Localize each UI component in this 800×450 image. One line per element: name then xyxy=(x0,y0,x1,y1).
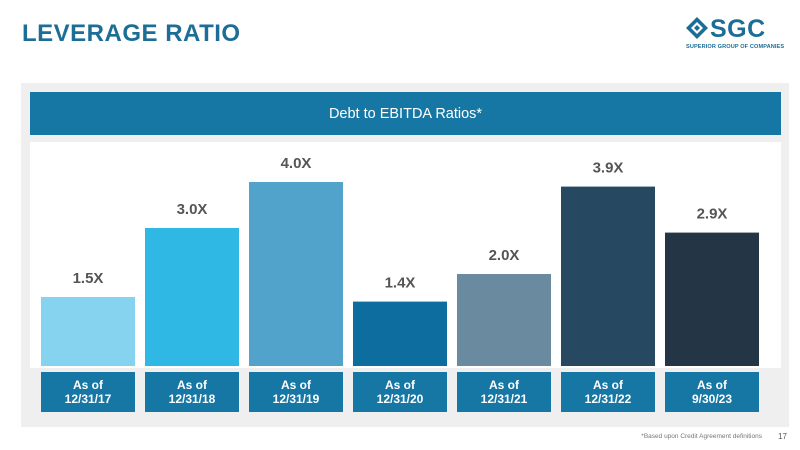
data-label-0: 1.5X xyxy=(73,270,104,287)
category-label-line-0: As of xyxy=(697,378,727,392)
category-label-2: As of 12/31/19 xyxy=(249,372,343,412)
category-label-0: As of 12/31/17 xyxy=(41,372,135,412)
data-label-3: 1.4X xyxy=(385,275,416,292)
data-label-6: 2.9X xyxy=(697,206,728,223)
page-number: 17 xyxy=(778,432,787,441)
plot-area: 1.5X 3.0X 4.0X 1.4X 2.0X 3.9X 2.9X xyxy=(30,142,781,368)
category-label-line-1: 12/31/20 xyxy=(376,392,424,406)
category-label-line-1: 12/31/17 xyxy=(64,392,112,406)
bar-2 xyxy=(249,182,343,366)
logo-tagline: SUPERIOR GROUP OF COMPANIES xyxy=(686,44,785,50)
category-label-1: As of 12/31/18 xyxy=(145,372,239,412)
category-label-line-0: As of xyxy=(177,378,207,392)
sgc-logo-icon xyxy=(686,17,708,39)
category-label-line-1: 12/31/18 xyxy=(168,392,216,406)
bar-6 xyxy=(665,232,759,366)
category-label-line-0: As of xyxy=(489,378,519,392)
category-label-line-1: 12/31/19 xyxy=(272,392,320,406)
data-label-4: 2.0X xyxy=(489,247,520,264)
data-label-5: 3.9X xyxy=(593,160,624,177)
sgc-logo: SGC SUPERIOR GROUP OF COMPANIES xyxy=(686,15,785,59)
bar-5 xyxy=(561,186,655,366)
category-label-6: As of 9/30/23 xyxy=(665,372,759,412)
category-label-4: As of 12/31/21 xyxy=(457,372,551,412)
footnote: *Based upon Credit Agreement definitions xyxy=(641,433,762,440)
category-label-line-0: As of xyxy=(593,378,623,392)
bar-0 xyxy=(41,297,135,366)
bar-4 xyxy=(457,274,551,366)
bar-1 xyxy=(145,228,239,366)
chart-title: Debt to EBITDA Ratios* xyxy=(30,92,781,135)
category-label-line-1: 9/30/23 xyxy=(691,392,733,406)
logo-name: SGC xyxy=(710,15,766,43)
category-label-line-1: 12/31/22 xyxy=(584,392,632,406)
data-label-1: 3.0X xyxy=(177,201,208,218)
bar-chart: 1.5X 3.0X 4.0X 1.4X 2.0X 3.9X 2.9X xyxy=(41,155,759,366)
bar-3 xyxy=(353,301,447,366)
data-label-2: 4.0X xyxy=(281,155,312,172)
category-label-line-1: 12/31/21 xyxy=(480,392,528,406)
page-title: LEVERAGE RATIO xyxy=(22,20,241,47)
category-label-line-0: As of xyxy=(281,378,311,392)
category-label-line-0: As of xyxy=(385,378,415,392)
category-label-5: As of 12/31/22 xyxy=(561,372,655,412)
category-label-3: As of 12/31/20 xyxy=(353,372,447,412)
category-label-line-0: As of xyxy=(73,378,103,392)
